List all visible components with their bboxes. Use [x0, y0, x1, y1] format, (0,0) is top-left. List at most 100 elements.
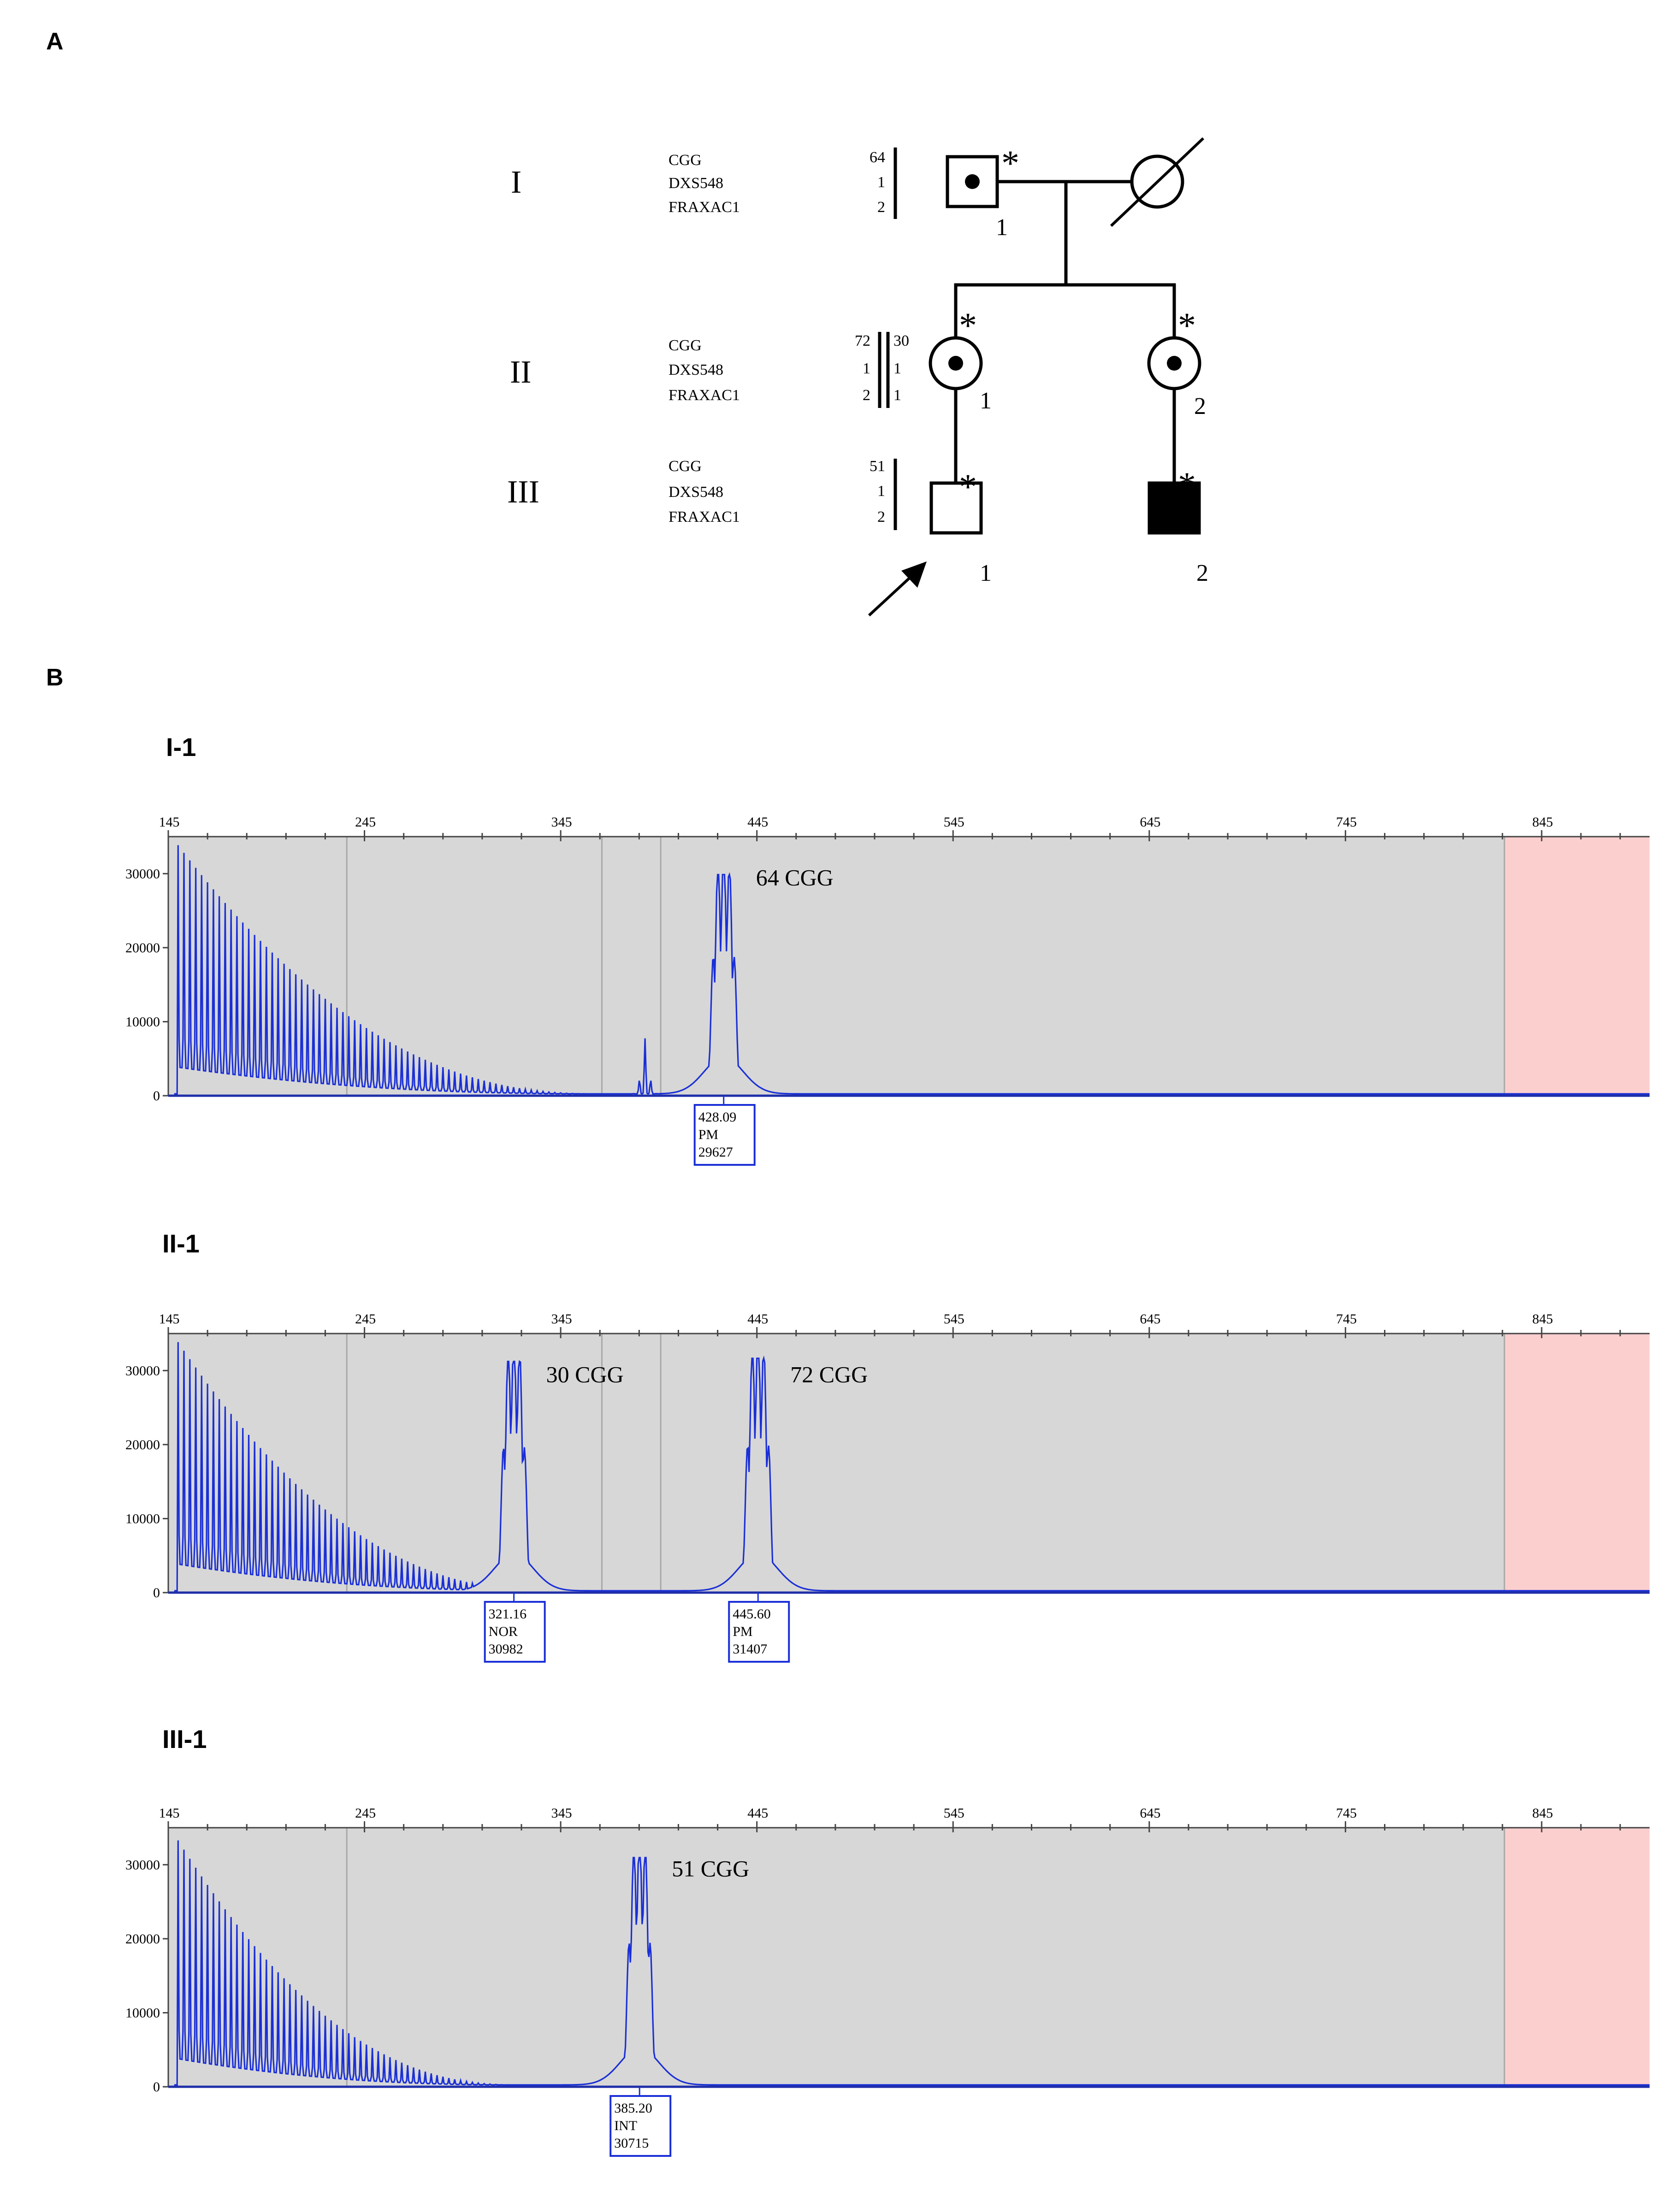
- panel-b-label: B: [46, 664, 64, 691]
- marker-label-cgg-gen3: CGG: [668, 458, 702, 475]
- peak-label-line: INT: [614, 2118, 637, 2133]
- peak-label-box: [484, 1601, 546, 1663]
- peak-label-line: NOR: [489, 1624, 518, 1639]
- peak-annotation: 30 CGG: [546, 1361, 624, 1387]
- out-of-range-region: [1504, 1828, 1650, 2087]
- individual-i-1[interactable]: [946, 155, 999, 208]
- individual-number: 1: [996, 214, 1008, 241]
- capillary-trace-i-1: 145 245 345 445 545 645 745 845 0 10000 20000 30000…: [125, 815, 1650, 1166]
- individual-ii-2[interactable]: [1147, 336, 1201, 390]
- trace-title-iii-1: III-1: [162, 1724, 207, 1753]
- trace-title-ii-1: II-1: [162, 1229, 200, 1258]
- individual-number: 2: [1196, 560, 1208, 586]
- signal-trace: [174, 1342, 1650, 1592]
- capillary-trace-iii-1: 145 245 345 445 545 645 745 845 0 10000 20000 30000…: [125, 1806, 1650, 2157]
- proband-arrow-icon: [868, 561, 927, 617]
- peak-label-line: 29627: [698, 1145, 733, 1160]
- x-tick-label: 145: [159, 815, 180, 830]
- x-tick-label: 445: [747, 815, 768, 830]
- signal-trace: [174, 1840, 1650, 2086]
- x-tick-label: 845: [1532, 815, 1553, 830]
- marker-label-fraxac1-gen3: FRAXAC1: [668, 508, 740, 525]
- y-tick-label: 10000: [125, 1511, 160, 1526]
- capillary-trace-ii-1: 145 245 345 445 545 645 745 845 0 10000 20000 30000…: [125, 1311, 1650, 1663]
- x-tick-label: 845: [1532, 1806, 1553, 1821]
- individual-iii-1-proband[interactable]: [929, 481, 983, 535]
- plot-background: [168, 837, 1650, 1096]
- x-tick-label: 645: [1140, 1806, 1160, 1821]
- peak-label-box: [728, 1601, 790, 1663]
- x-tick-label: 345: [551, 1806, 572, 1821]
- x-tick-label: 145: [159, 1806, 180, 1821]
- haplotype-value: 2: [877, 508, 885, 525]
- y-tick-label: 30000: [125, 1857, 160, 1872]
- trace-title-i-1: I-1: [166, 732, 196, 762]
- carrier-asterisk: *: [959, 466, 977, 507]
- out-of-range-region: [1504, 1334, 1650, 1593]
- haplotype-value: 1: [893, 387, 901, 404]
- individual-ii-1[interactable]: [929, 336, 983, 390]
- signal-trace: [174, 845, 1650, 1095]
- haplotype-value: 1: [877, 483, 885, 500]
- y-tick-label: 0: [153, 1585, 160, 1600]
- individual-i-2-deceased[interactable]: [1110, 137, 1205, 227]
- peak-label-line: 428.09: [698, 1110, 737, 1125]
- marker-label-cgg-gen2: CGG: [668, 337, 702, 354]
- peak-label-box: [693, 1104, 756, 1166]
- individual-number: 1: [980, 388, 992, 414]
- out-of-range-region: [1504, 837, 1650, 1096]
- carrier-asterisk: *: [1178, 465, 1196, 505]
- x-tick-label: 345: [551, 815, 572, 830]
- marker-label-fraxac1-gen1: FRAXAC1: [668, 199, 740, 216]
- peak-label-line: PM: [733, 1624, 752, 1639]
- x-tick-label: 545: [944, 815, 964, 830]
- pedigree-diagram: I II III CGG DXS548 FRAXAC1 64 1 2 CGG D…: [507, 137, 1208, 617]
- haplotype-value: 51: [870, 458, 885, 475]
- haplotype-value: 64: [870, 149, 885, 166]
- x-tick-label: 845: [1532, 1311, 1553, 1327]
- carrier-asterisk: *: [1001, 143, 1019, 183]
- haplotype-value: 30: [893, 332, 909, 349]
- haplotype-value: 1: [877, 174, 885, 191]
- y-tick-label: 20000: [125, 940, 160, 956]
- peak-annotation: 64 CGG: [756, 864, 834, 890]
- peak-label-box: [609, 2095, 672, 2157]
- y-tick-label: 20000: [125, 1931, 160, 1947]
- x-tick-label: 645: [1140, 1311, 1160, 1327]
- marker-label-dxs548-gen2: DXS548: [668, 361, 723, 378]
- peak-label-line: 445.60: [733, 1606, 771, 1622]
- haplotype-value: 72: [855, 332, 870, 349]
- peak-label-line: 31407: [733, 1641, 767, 1657]
- y-tick-label: 20000: [125, 1437, 160, 1452]
- individual-number: 2: [1194, 393, 1206, 419]
- carrier-asterisk: *: [1178, 305, 1196, 345]
- y-tick-label: 10000: [125, 1014, 160, 1029]
- x-tick-label: 245: [355, 1311, 376, 1327]
- peak-annotation: 72 CGG: [790, 1361, 868, 1387]
- x-tick-label: 345: [551, 1311, 572, 1327]
- marker-label-fraxac1-gen2: FRAXAC1: [668, 387, 740, 404]
- generation-label-iii: III: [507, 474, 539, 510]
- x-tick-label: 745: [1336, 1311, 1357, 1327]
- individual-iii-2-affected[interactable]: [1148, 481, 1201, 535]
- haplotype-value: 2: [877, 199, 885, 216]
- x-tick-label: 745: [1336, 1806, 1357, 1821]
- peak-label-line: 321.16: [489, 1606, 527, 1622]
- x-tick-label: 245: [355, 815, 376, 830]
- x-tick-label: 545: [944, 1806, 964, 1821]
- panel-a-label: A: [46, 28, 64, 55]
- y-tick-label: 30000: [125, 866, 160, 881]
- marker-label-dxs548-gen1: DXS548: [668, 175, 723, 192]
- carrier-asterisk: *: [959, 305, 977, 345]
- y-tick-label: 0: [153, 1088, 160, 1104]
- x-tick-label: 245: [355, 1806, 376, 1821]
- x-tick-label: 445: [747, 1806, 768, 1821]
- plot-background: [168, 1334, 1650, 1593]
- haplotype-value: 1: [863, 360, 870, 377]
- peak-annotation: 51 CGG: [672, 1855, 749, 1881]
- plot-background: [168, 1828, 1650, 2087]
- y-tick-label: 30000: [125, 1363, 160, 1378]
- haplotype-value: 1: [893, 360, 901, 377]
- peak-label-line: 385.20: [614, 2101, 652, 2116]
- peak-label-line: 30982: [489, 1641, 523, 1657]
